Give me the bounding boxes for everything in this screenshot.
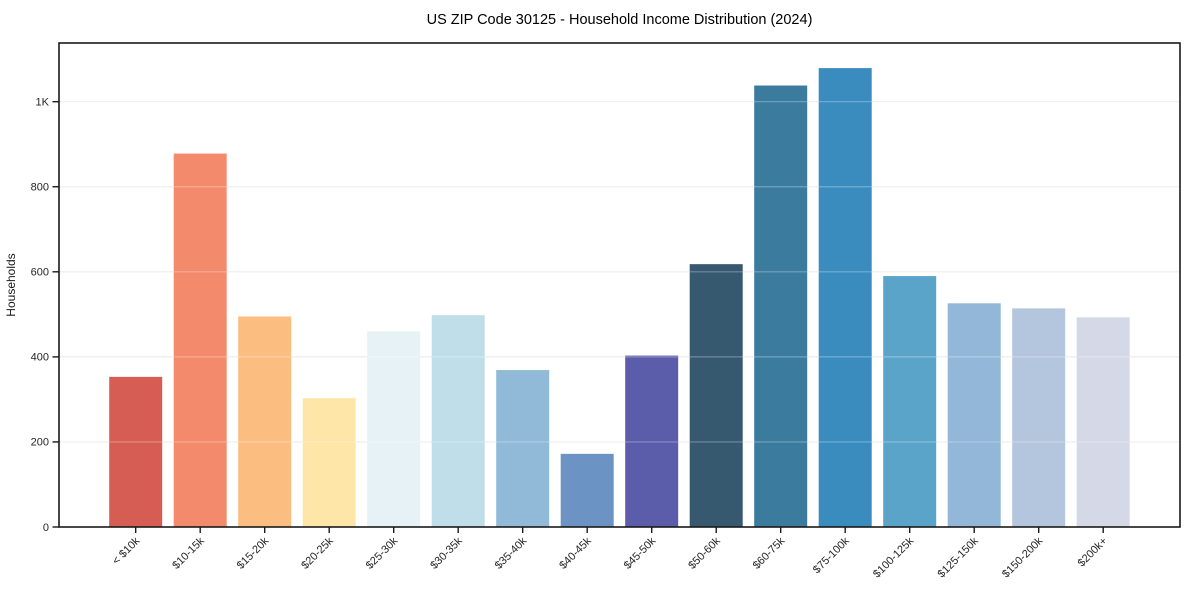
x-tick-label: $30-35k: [428, 535, 465, 572]
bar-$60-75k: [754, 85, 808, 527]
x-tick-label: $125-150k: [936, 535, 982, 581]
ticks-layer: [52, 100, 1104, 533]
bar-$125-150k: [947, 303, 1001, 527]
x-tick-label: $20-25k: [299, 535, 336, 572]
x-tick-label: $40-45k: [557, 535, 594, 572]
x-tick-labels: < $10k $10-15k $15-20k $20-25k $25-30k $30-35…: [110, 535, 1110, 581]
bar-$75-100k: [818, 68, 872, 528]
x-tick-label: $150-200k: [1000, 535, 1046, 581]
bar-$10-15k: [173, 153, 227, 528]
bar-$50-60k: [689, 264, 743, 527]
x-tick-label: $35-40k: [493, 535, 530, 572]
x-tick-label: $100-125k: [871, 535, 917, 581]
bar-$40-45k: [560, 453, 614, 527]
y-axis-label: Households: [4, 253, 18, 316]
bar-$100-125k: [883, 276, 937, 527]
y-tick-label: 800: [31, 182, 49, 194]
y-tick-label: 1K: [36, 96, 50, 108]
x-tick-label: $10-15k: [170, 535, 207, 572]
bar-$45-50k: [625, 355, 679, 527]
x-tick-label: $45-50k: [622, 535, 659, 572]
grid-overlay-layer: [59, 101, 1180, 443]
x-tick-label: $50-60k: [686, 535, 723, 572]
bar-$15-20k: [238, 316, 292, 527]
y-tick-label: 600: [31, 267, 49, 279]
x-tick-label: $60-75k: [751, 535, 788, 572]
y-tick-label: 400: [31, 352, 49, 364]
bar-$20-25k: [302, 398, 356, 527]
plot-border: [58, 42, 1181, 528]
bar-$30-35k: [431, 315, 485, 527]
bar-$35-40k: [496, 370, 550, 527]
x-tick-label: < $10k: [110, 535, 142, 567]
bar-< $10k: [109, 376, 163, 527]
bars-layer: [109, 68, 1130, 528]
y-tick-label: 0: [43, 522, 49, 534]
bar-$150-200k: [1012, 308, 1066, 527]
x-tick-label: $25-30k: [364, 535, 401, 572]
y-tick-labels: 0 200 400 600 800 1K: [31, 96, 50, 533]
bar-$25-30k: [367, 331, 421, 527]
y-tick-label: 200: [31, 437, 49, 449]
x-tick-label: $200k+: [1076, 535, 1110, 569]
x-tick-label: $15-20k: [235, 535, 272, 572]
bar-$200k+: [1076, 317, 1130, 527]
chart-title: US ZIP Code 30125 - Household Income Dis…: [427, 12, 813, 28]
x-tick-label: $75-100k: [811, 535, 852, 576]
